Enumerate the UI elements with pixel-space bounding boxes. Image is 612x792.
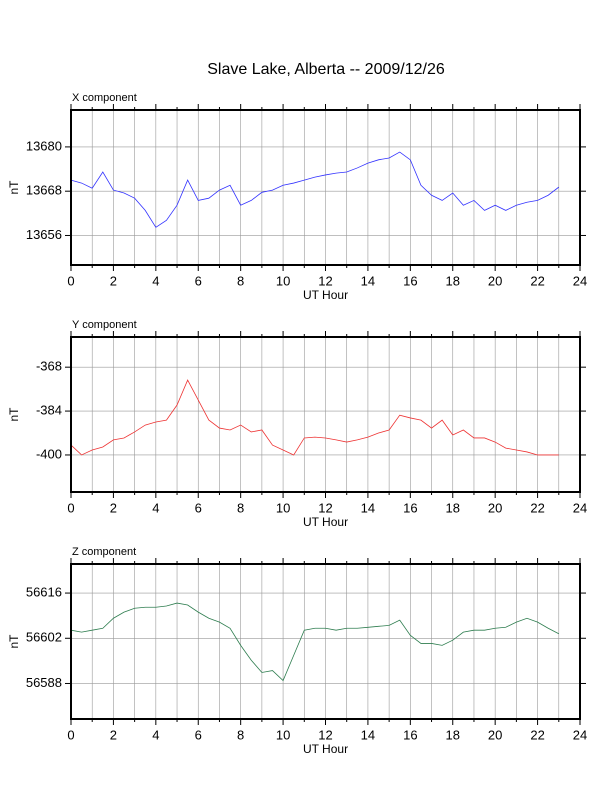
x-tick-label: 0 (67, 727, 74, 742)
x-tick-label: 20 (488, 273, 502, 288)
y-tick-label: -384 (36, 403, 62, 418)
x-tick-label: 4 (152, 500, 159, 515)
x-tick-label: 16 (403, 273, 417, 288)
y-tick-label: 56588 (26, 675, 62, 690)
x-tick-label: 2 (110, 273, 117, 288)
x-tick-label: 22 (530, 273, 544, 288)
x-tick-label: 4 (152, 273, 159, 288)
x-tick-label: 8 (237, 273, 244, 288)
y-tick-label: 56616 (26, 585, 62, 600)
plot-frame (70, 563, 581, 720)
x-tick-label: 10 (276, 273, 290, 288)
y-axis-label: nT (7, 407, 21, 422)
plot-frame (70, 109, 581, 266)
data-line (70, 151, 560, 228)
x-tick-label: 20 (488, 500, 502, 515)
x-tick-label: 16 (403, 727, 417, 742)
x-axis-label: UT Hour (303, 288, 348, 302)
x-tick-label: 12 (318, 273, 332, 288)
y-axis-label: nT (7, 634, 21, 649)
y-tick-label: -400 (36, 446, 62, 461)
x-tick-label: 18 (446, 273, 460, 288)
panel-title: Y component (72, 319, 137, 331)
y-axis-label: nT (7, 180, 21, 195)
x-tick-label: 6 (195, 273, 202, 288)
x-tick-label: 2 (110, 500, 117, 515)
x-tick-label: 16 (403, 500, 417, 515)
x-tick-label: 8 (237, 727, 244, 742)
x-tick-label: 18 (446, 727, 460, 742)
x-tick-label: 14 (361, 727, 375, 742)
x-tick-label: 10 (276, 500, 290, 515)
y-tick-label: 13656 (26, 227, 62, 242)
x-tick-label: 24 (573, 727, 587, 742)
x-tick-label: 12 (318, 500, 332, 515)
panel-title: X component (72, 92, 137, 104)
y-tick-label: 13668 (26, 183, 62, 198)
x-tick-label: 14 (361, 273, 375, 288)
plot-frame (70, 336, 581, 493)
x-tick-label: 14 (361, 500, 375, 515)
x-tick-label: 24 (573, 273, 587, 288)
chart-title: Slave Lake, Alberta -- 2009/12/26 (207, 61, 445, 78)
x-tick-label: 22 (530, 727, 544, 742)
y-tick-label: 56602 (26, 630, 62, 645)
x-tick-label: 24 (573, 500, 587, 515)
data-line (70, 379, 559, 456)
x-tick-label: 8 (237, 500, 244, 515)
x-tick-label: 6 (195, 727, 202, 742)
x-tick-label: 2 (110, 727, 117, 742)
x-tick-label: 20 (488, 727, 502, 742)
x-tick-label: 0 (67, 273, 74, 288)
x-tick-label: 4 (152, 727, 159, 742)
y-tick-label: 13680 (26, 138, 62, 153)
x-tick-label: 18 (446, 500, 460, 515)
y-tick-label: -368 (36, 359, 62, 374)
x-axis-label: UT Hour (303, 742, 348, 756)
x-axis-label: UT Hour (303, 515, 348, 529)
x-tick-label: 12 (318, 727, 332, 742)
x-tick-label: 6 (195, 500, 202, 515)
x-tick-label: 22 (530, 500, 544, 515)
panel-title: Z component (72, 546, 136, 558)
data-line (70, 602, 559, 682)
x-tick-label: 0 (67, 500, 74, 515)
x-tick-label: 10 (276, 727, 290, 742)
